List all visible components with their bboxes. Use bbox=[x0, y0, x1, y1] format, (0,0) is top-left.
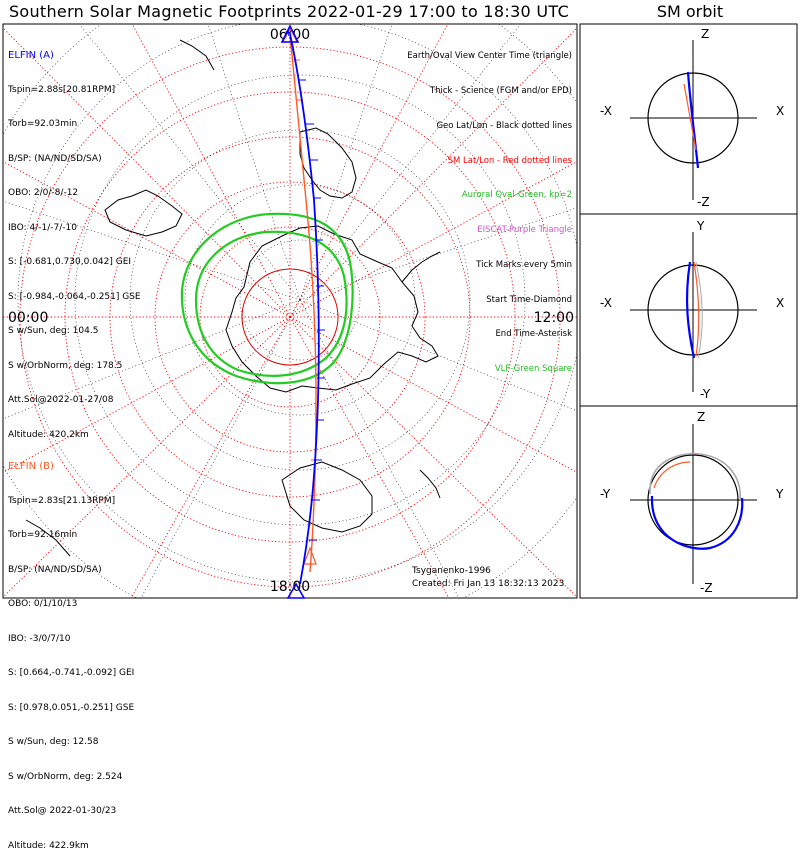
legend-item: Thick - Science (FGM and/or EPD) bbox=[429, 85, 572, 96]
legend-item: End Time-Asterisk bbox=[495, 329, 572, 340]
legend-item: VLF-Green Square bbox=[494, 364, 572, 375]
legend-item: EISCAT-Purple Triangle bbox=[477, 225, 572, 236]
elfin-b-line: S: [0.978,0.051,-0.251] GSE bbox=[8, 702, 135, 713]
mlt-label-right: 12:00 bbox=[534, 310, 574, 326]
elfin-b-line: IBO: -3/0/7/10 bbox=[8, 633, 71, 644]
legend-item: Earth/Oval View Center Time (triangle) bbox=[407, 51, 572, 62]
legend-item: Auroral Oval-Green, kp=2 bbox=[461, 190, 572, 201]
page-title: Southern Solar Magnetic Footprints 2022-… bbox=[8, 2, 570, 21]
elfin-a-line: Att.Sol@2022-01-27/08 bbox=[8, 395, 114, 405]
orbit1-right-label: X bbox=[776, 104, 784, 118]
elfin-a-line: Tspin=2.88s[20.81RPM] bbox=[8, 84, 116, 95]
elfin-a-line: B/SP: (NA/ND/SD/SA) bbox=[8, 153, 102, 164]
antarctic-peninsula bbox=[401, 251, 441, 283]
elfin-a-view-triangle bbox=[280, 24, 300, 43]
elfin-b-line: S w/Sun, deg: 12.58 bbox=[8, 737, 99, 747]
mlt-label-left: 00:00 bbox=[8, 310, 48, 326]
orbit-panel-xz: Z -Z -X X bbox=[600, 27, 784, 209]
geo-meridians bbox=[3, 24, 577, 598]
orbit2-bottom-label: -Y bbox=[700, 387, 711, 401]
orbit-title: SM orbit bbox=[656, 2, 724, 21]
south-america-coast bbox=[299, 127, 357, 199]
orbit2-right-label: X bbox=[776, 296, 784, 310]
elfin-b-line: B/SP: (NA/ND/SD/SA) bbox=[8, 564, 102, 575]
legend-item: Start Time-Diamond bbox=[486, 294, 572, 305]
elfin-a-line: IBO: 4/-1/-7/-10 bbox=[8, 222, 77, 233]
elfin-a-track bbox=[289, 33, 320, 585]
footprint-map: 06:00 00:00 12:00 18:00 * bbox=[2, 23, 798, 599]
elfin-b-name: ELFIN (B) bbox=[8, 461, 54, 472]
elfin-a-line: Torb=92.03min bbox=[8, 119, 78, 129]
elfin-b-line: Altitude: 422.9km bbox=[8, 840, 89, 851]
created-label: Created: Fri Jan 13 18:32:13 2023 bbox=[412, 579, 565, 589]
elfin-b-track bbox=[289, 33, 317, 573]
map-legend: Earth/Oval View Center Time (triangle) T… bbox=[407, 28, 572, 387]
elfin-b-start-triangle bbox=[303, 546, 317, 565]
orbit1-left-label: -X bbox=[600, 104, 612, 118]
elfin-b-line: S w/OrbNorm, deg: 2.524 bbox=[8, 771, 123, 782]
elfin-a-line: OBO: 2/0/-8/-12 bbox=[8, 188, 79, 198]
elfin-a-ticks bbox=[298, 79, 325, 541]
orbit3-top-label: Z bbox=[697, 410, 705, 424]
elfin-a-name: ELFIN (A) bbox=[8, 50, 54, 61]
elfin-a-end-triangle bbox=[286, 582, 306, 599]
africa-coast bbox=[104, 189, 183, 237]
elfin-a-line: S w/Sun, deg: 104.5 bbox=[8, 326, 99, 336]
orbit3-bottom-label: -Z bbox=[700, 581, 713, 595]
elfin-b-line: Att.Sol@ 2022-01-30/23 bbox=[8, 806, 117, 816]
elfin-a-start-asterisk: * bbox=[285, 28, 292, 44]
orbit3-left-label: -Y bbox=[600, 487, 611, 501]
elfin-a-line: S w/OrbNorm, deg: 178.5 bbox=[8, 360, 123, 371]
elfin-a-line: S: [-0.681,0.730,0.042] GEI bbox=[8, 257, 132, 267]
elfin-b-line: Torb=92.16min bbox=[8, 530, 78, 540]
orbit3-right-label: Y bbox=[775, 487, 784, 501]
elfin-b-line: OBO: 0/1/10/13 bbox=[8, 599, 78, 609]
elfin-b-info: ELFIN (B) Tspin=2.83s[21.13RPM] Torb=92.… bbox=[8, 438, 134, 864]
orbit-panels: Z -Z -X X Y -Y -X X Z -Z bbox=[579, 23, 798, 599]
legend-item: Geo Lat/Lon - Black dotted lines bbox=[436, 120, 572, 131]
orbit1-bottom-label: -Z bbox=[697, 195, 710, 209]
new-zealand-coast bbox=[419, 469, 441, 499]
elfin-a-line: Altitude: 420.2km bbox=[8, 429, 89, 440]
orbit2-top-label: Y bbox=[696, 219, 705, 233]
auroral-oval bbox=[180, 212, 354, 385]
orbit-panel-yz: Z -Z -Y Y bbox=[600, 410, 784, 595]
elfin-a-info: ELFIN (A) Tspin=2.88s[20.81RPM] Torb=92.… bbox=[8, 27, 141, 453]
legend-item: SM Lat/Lon - Red dotted lines bbox=[447, 155, 572, 166]
elfin-b-line: Tspin=2.83s[21.13RPM] bbox=[8, 495, 116, 506]
elfin-a-line: S: [-0.984,-0.064,-0.251] GSE bbox=[8, 291, 141, 302]
orbit2-left-label: -X bbox=[600, 296, 612, 310]
legend-item: Tick Marks every 5min bbox=[476, 259, 572, 270]
model-label: Tsyganenko-1996 bbox=[412, 566, 491, 576]
elfin-b-line: S: [0.664,-0.741,-0.092] GEI bbox=[8, 668, 135, 678]
mlt-label-bottom: 18:00 bbox=[270, 579, 310, 595]
orbit1-top-label: Z bbox=[701, 27, 709, 41]
australia-coast bbox=[281, 461, 373, 533]
orbit-panel-xy: Y -Y -X X bbox=[600, 219, 784, 401]
